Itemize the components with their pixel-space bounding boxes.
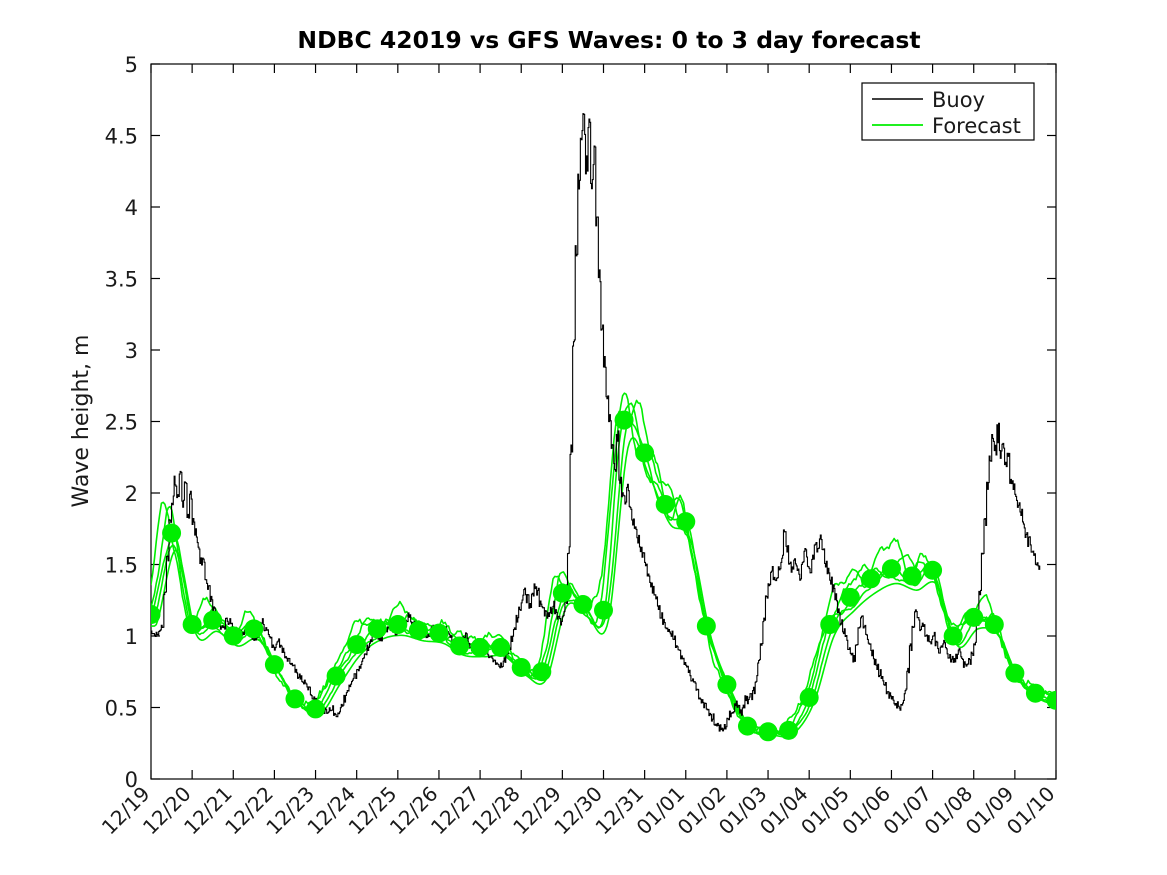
forecast-data-point: [737, 716, 757, 736]
page-title: NDBC 42019 vs GFS Waves: 0 to 3 day fore…: [297, 26, 920, 54]
forecast-data-point: [676, 512, 696, 532]
forecast-data-point: [511, 657, 531, 677]
forecast-data-point: [635, 443, 655, 463]
y-tick-label: 2: [125, 482, 138, 506]
forecast-data-point: [758, 722, 778, 742]
forecast-data-point: [573, 595, 593, 615]
forecast-data-point: [840, 587, 860, 607]
legend-box: [861, 82, 1035, 141]
y-axis-ticks: 0 0.5 1 1.5 2 2.5 3 3.5 4 4.5 5: [105, 53, 1056, 792]
y-tick-label: 3.5: [105, 268, 138, 292]
forecast-data-point: [552, 583, 572, 603]
forecast-data-point: [655, 494, 675, 514]
forecast-data-point: [151, 605, 161, 625]
legend-label-forecast: Forecast: [932, 114, 1021, 138]
y-tick-label: 0.5: [105, 697, 138, 721]
legend: Buoy Forecast: [861, 82, 1035, 141]
forecast-data-point: [203, 610, 223, 630]
forecast-data-point: [614, 410, 634, 430]
plot-area: [151, 113, 1056, 742]
y-axis-title: Wave height, m: [69, 335, 94, 508]
forecast-data-point: [408, 620, 428, 640]
forecast-data-point: [1046, 690, 1056, 710]
forecast-data-point: [923, 560, 943, 580]
forecast-data-point: [347, 635, 367, 655]
forecast-data-point: [717, 675, 737, 695]
forecast-data-point: [306, 699, 326, 719]
forecast-data-point: [1005, 663, 1025, 683]
forecast-data-point: [799, 687, 819, 707]
forecast-data-point: [244, 619, 264, 639]
y-tick-label: 1: [125, 625, 138, 649]
legend-label-buoy: Buoy: [932, 88, 985, 112]
forecast-data-point: [696, 616, 716, 636]
forecast-data-point: [223, 626, 243, 646]
y-tick-label: 2.5: [105, 411, 138, 435]
forecast-data-point: [594, 600, 613, 620]
buoy-series-line: [151, 113, 1041, 732]
forecast-data-point: [881, 559, 901, 579]
forecast-data-point: [162, 523, 182, 543]
forecast-data-point: [820, 615, 840, 635]
forecast-data-point: [491, 637, 511, 657]
forecast-data-point: [285, 689, 305, 709]
forecast-data-point: [779, 720, 799, 740]
forecast-data-point: [943, 626, 963, 646]
forecast-data-point: [367, 619, 387, 639]
y-tick-label: 0: [125, 768, 138, 792]
y-tick-label: 1.5: [105, 554, 138, 578]
forecast-data-point: [964, 607, 984, 627]
forecast-data-point: [470, 637, 490, 657]
forecast-data-point: [902, 566, 922, 586]
forecast-data-point: [450, 636, 470, 656]
forecast-data-point: [532, 662, 552, 682]
forecast-series-markers: [151, 410, 1056, 742]
forecast-data-point: [429, 623, 449, 643]
forecast-data-point: [388, 615, 408, 635]
forecast-data-point: [984, 615, 1004, 635]
y-tick-label: 5: [125, 53, 138, 77]
forecast-data-point: [182, 615, 202, 635]
forecast-data-point: [326, 666, 346, 686]
forecast-data-point: [1025, 683, 1045, 703]
forecast-data-point: [264, 655, 284, 675]
y-tick-label: 4: [125, 196, 138, 220]
y-tick-label: 3: [125, 339, 138, 363]
y-tick-label: 4.5: [105, 125, 138, 149]
forecast-data-point: [861, 569, 881, 589]
